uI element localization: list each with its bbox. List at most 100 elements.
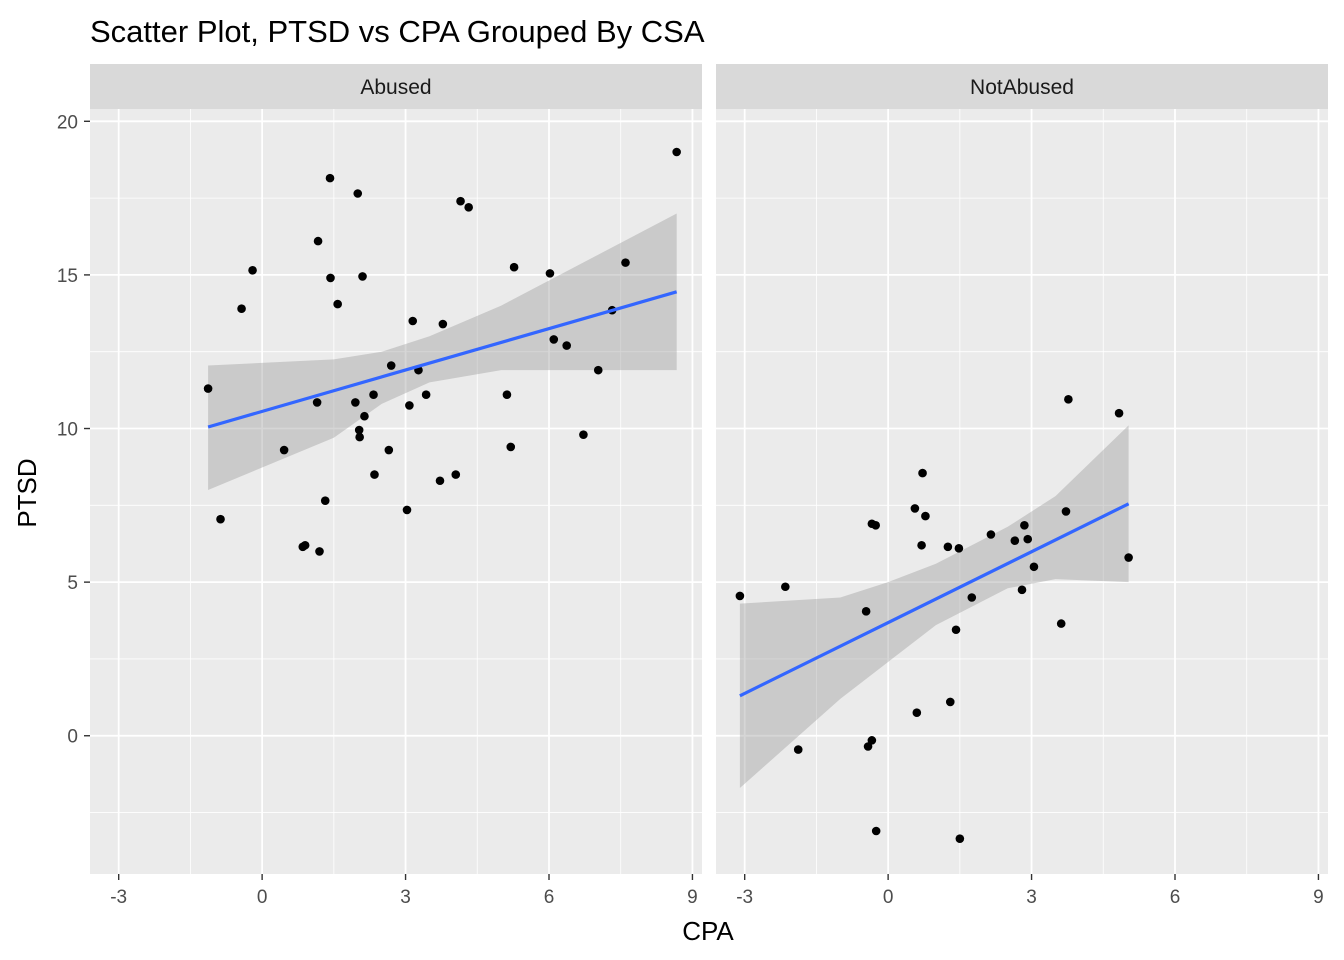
data-point xyxy=(549,335,559,344)
data-point xyxy=(912,708,922,718)
data-point xyxy=(456,196,465,206)
data-point xyxy=(1029,562,1039,572)
data-point xyxy=(360,411,369,421)
data-point xyxy=(1023,534,1033,544)
data-point xyxy=(248,265,257,275)
facet-panel-abused: Abused -3 0 3 6 9 0 5 10 15 20 xyxy=(57,64,702,908)
facet-strip-label: NotAbused xyxy=(970,76,1074,99)
data-point xyxy=(917,540,926,550)
data-point xyxy=(867,736,877,745)
data-point xyxy=(386,361,396,370)
y-tick-label: 0 xyxy=(67,727,78,748)
data-point xyxy=(451,470,461,479)
data-point xyxy=(384,445,394,455)
data-point xyxy=(1061,507,1071,516)
data-point xyxy=(333,299,342,309)
y-tick-label: 20 xyxy=(57,112,78,133)
x-tick-label: 3 xyxy=(400,887,411,908)
data-point xyxy=(579,430,588,439)
x-axis-title: CPA xyxy=(682,916,734,946)
data-point xyxy=(945,697,955,707)
data-point xyxy=(351,398,360,407)
data-point xyxy=(464,203,473,212)
data-point xyxy=(1056,619,1066,628)
x-tick-label: 3 xyxy=(1026,887,1037,908)
data-point xyxy=(502,390,512,400)
x-tick-label: -3 xyxy=(736,887,753,908)
data-point xyxy=(312,398,322,407)
data-point xyxy=(325,173,335,183)
facet-strip-label: Abused xyxy=(360,76,431,99)
data-point xyxy=(955,834,965,843)
data-point xyxy=(943,542,953,552)
x-tick-label: 0 xyxy=(883,887,894,908)
data-point xyxy=(216,514,225,524)
confidence-ribbon xyxy=(208,213,677,490)
facet-panels: Abused -3 0 3 6 9 0 5 10 15 20 NotAbused -3 0 3 6 9 xyxy=(57,64,1328,908)
data-point xyxy=(353,189,363,198)
data-point xyxy=(781,582,790,592)
data-point xyxy=(672,147,681,157)
x-tick-label: 0 xyxy=(257,887,268,908)
data-point xyxy=(1010,536,1020,545)
facet-strip xyxy=(716,64,1328,109)
data-point xyxy=(1114,408,1124,418)
data-point xyxy=(921,511,930,521)
data-point xyxy=(506,442,516,452)
data-point xyxy=(421,390,431,400)
data-point xyxy=(871,520,880,530)
y-tick-label: 5 xyxy=(67,573,78,594)
facet-strip xyxy=(90,64,702,109)
data-point xyxy=(1124,553,1133,562)
data-point xyxy=(986,530,996,539)
y-axis-title: PTSD xyxy=(12,458,42,527)
x-tick-label: 6 xyxy=(1170,887,1181,908)
data-point xyxy=(358,272,367,281)
data-point xyxy=(1017,585,1027,595)
confidence-ribbon xyxy=(739,425,1129,788)
data-point xyxy=(279,445,289,455)
data-point xyxy=(203,384,213,393)
chart-title: Scatter Plot, PTSD vs CPA Grouped By CSA xyxy=(90,14,705,49)
regression-line xyxy=(739,502,1130,698)
x-tick-label: 9 xyxy=(1313,887,1324,908)
data-point xyxy=(735,591,745,601)
data-point xyxy=(621,258,630,267)
data-point xyxy=(315,547,324,556)
panel-background xyxy=(90,109,702,874)
x-tick-label: 6 xyxy=(544,887,555,908)
panel-background xyxy=(716,109,1328,874)
data-point xyxy=(1020,520,1029,530)
data-point xyxy=(408,316,418,326)
data-point xyxy=(967,593,977,602)
data-point xyxy=(509,262,519,272)
facet-panel-notabused: NotAbused -3 0 3 6 9 xyxy=(716,64,1328,908)
data-point xyxy=(355,432,364,442)
data-point xyxy=(861,607,871,616)
data-point xyxy=(863,742,873,751)
data-point xyxy=(871,826,881,836)
data-point xyxy=(1064,395,1073,404)
x-tick-label: -3 xyxy=(110,887,127,908)
data-point xyxy=(369,390,378,400)
data-point xyxy=(562,341,571,350)
data-point xyxy=(910,504,920,513)
data-point xyxy=(438,319,448,329)
data-point xyxy=(545,269,555,278)
data-point xyxy=(300,540,310,550)
y-tick-label: 10 xyxy=(57,420,78,441)
x-tick-label: 9 xyxy=(687,887,698,908)
data-point xyxy=(326,273,335,283)
data-point xyxy=(918,468,927,478)
data-point xyxy=(793,745,803,754)
data-point xyxy=(402,505,412,515)
data-point xyxy=(435,476,445,486)
data-point xyxy=(237,304,246,313)
data-point xyxy=(951,625,961,635)
regression-line xyxy=(207,290,678,429)
data-point xyxy=(954,544,964,553)
y-tick-label: 15 xyxy=(57,266,78,287)
data-point xyxy=(593,365,603,375)
data-point xyxy=(370,470,379,479)
